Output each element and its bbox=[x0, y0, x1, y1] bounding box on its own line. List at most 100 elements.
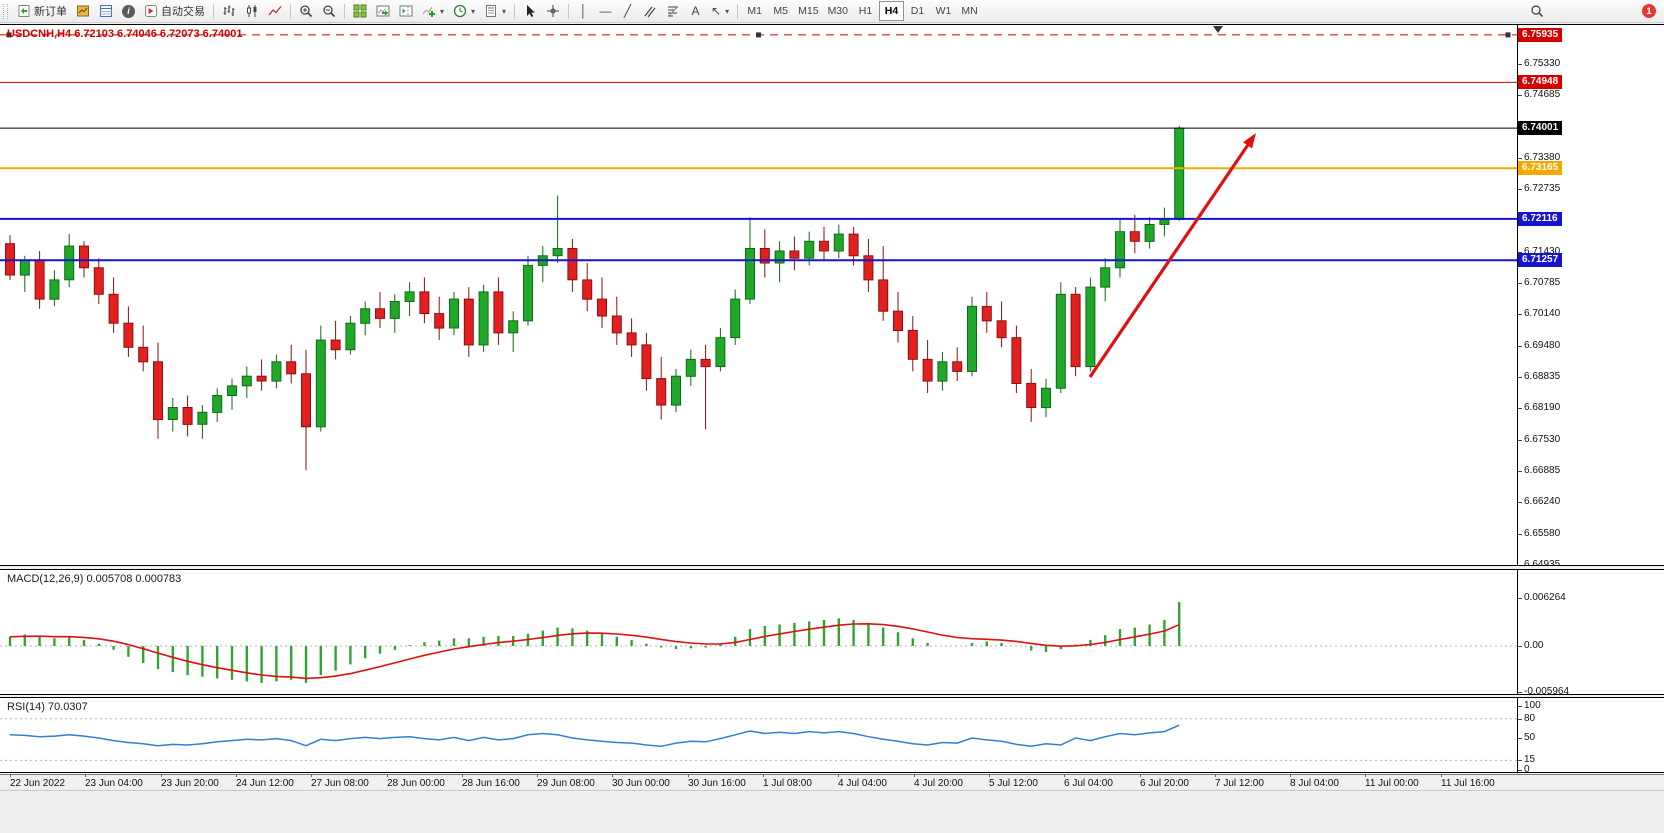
market-watch-button[interactable] bbox=[95, 1, 117, 21]
timeframe-h4-button[interactable]: H4 bbox=[879, 1, 904, 21]
toolbar-separator bbox=[737, 3, 739, 19]
candlestick-chart[interactable] bbox=[0, 25, 1517, 566]
axis-tick bbox=[1518, 760, 1522, 761]
time-axis-label: 30 Jun 00:00 bbox=[612, 774, 670, 789]
price-axis-label: 6.71430 bbox=[1524, 246, 1561, 257]
text-tool-button[interactable]: A bbox=[685, 1, 706, 21]
trendline-button[interactable]: ╱ bbox=[617, 1, 638, 21]
price-axis-label: 6.69480 bbox=[1524, 340, 1561, 351]
price-axis-label: 6.72735 bbox=[1524, 183, 1561, 194]
time-axis-label: 24 Jun 12:00 bbox=[236, 774, 294, 789]
time-axis-label: 1 Jul 08:00 bbox=[763, 774, 812, 789]
search-button[interactable] bbox=[1526, 1, 1548, 21]
chart-shift-button[interactable] bbox=[395, 1, 417, 21]
fibonacci-icon bbox=[667, 6, 679, 17]
templates-button[interactable]: ▾ bbox=[480, 1, 510, 21]
time-axis-label: 22 Jun 2022 bbox=[10, 774, 66, 789]
rsi-panel[interactable]: RSI(14) 70.0307 bbox=[0, 697, 1517, 773]
market-watch-icon bbox=[100, 5, 112, 17]
axis-tick bbox=[1518, 408, 1522, 409]
time-axis[interactable]: 22 Jun 2022 23 Jun 04:00 23 Jun 20:00 24 Ju… bbox=[0, 774, 1664, 791]
macd-chart[interactable] bbox=[0, 570, 1517, 695]
indicators-button[interactable]: ▾ bbox=[418, 1, 448, 21]
price-axis-label: 6.66240 bbox=[1524, 496, 1561, 507]
price-axis[interactable]: 6.75330 6.74685 6.73380 6.72735 6.71430 6.707… bbox=[1517, 24, 1664, 566]
time-axis-label: 6 Jul 04:00 bbox=[1064, 774, 1113, 789]
dropdown-arrow-icon: ▾ bbox=[725, 6, 730, 16]
zoom-in-button[interactable] bbox=[295, 1, 317, 21]
time-axis-label: 27 Jun 08:00 bbox=[311, 774, 369, 789]
info-button[interactable]: i bbox=[118, 1, 139, 21]
periods-button[interactable]: ▾ bbox=[449, 1, 479, 21]
toolbar-grip[interactable] bbox=[3, 3, 8, 19]
time-axis-label: 11 Jul 00:00 bbox=[1365, 774, 1419, 789]
macd-panel[interactable]: MACD(12,26,9) 0.005708 0.000783 bbox=[0, 569, 1517, 695]
timeframe-h1-button[interactable]: H1 bbox=[858, 5, 873, 17]
dropdown-arrow-icon: ▾ bbox=[440, 6, 445, 16]
channel-icon bbox=[644, 6, 656, 18]
info-icon: i bbox=[122, 4, 135, 18]
bar-chart-button[interactable] bbox=[218, 1, 240, 21]
vertical-line-button[interactable]: │ bbox=[573, 1, 594, 21]
auto-scroll-icon bbox=[376, 5, 390, 17]
arrows-tool-button[interactable]: ↖ ▾ bbox=[707, 1, 733, 21]
fibonacci-button[interactable] bbox=[662, 1, 684, 21]
price-line-label: 6.74948 bbox=[1518, 75, 1563, 89]
rsi-axis[interactable]: 100 80 50 15 0 bbox=[1517, 697, 1664, 773]
axis-tick bbox=[1518, 770, 1522, 771]
timeframe-m5-button[interactable]: M5 bbox=[773, 5, 788, 17]
notification-badge[interactable]: 1 bbox=[1642, 4, 1656, 18]
auto-scroll-button[interactable] bbox=[372, 1, 394, 21]
toolbar-separator bbox=[213, 3, 214, 19]
bottom-strip bbox=[0, 792, 1664, 833]
rsi-chart[interactable] bbox=[0, 698, 1517, 773]
candlestick-chart-icon bbox=[247, 5, 257, 17]
time-axis-label: 28 Jun 00:00 bbox=[387, 774, 445, 789]
macd-axis-label: 0.00 bbox=[1524, 640, 1544, 651]
axis-tick bbox=[1518, 471, 1522, 472]
axis-tick bbox=[1518, 565, 1522, 566]
toolbar-separator bbox=[568, 3, 570, 19]
chart-shift-icon bbox=[399, 5, 413, 17]
axis-tick bbox=[1518, 646, 1522, 647]
timeframe-w1-button[interactable]: W1 bbox=[935, 5, 952, 17]
time-axis-label: 7 Jul 12:00 bbox=[1215, 774, 1264, 789]
timeframe-m15-button[interactable]: M15 bbox=[798, 5, 819, 17]
price-axis-label: 6.68190 bbox=[1524, 402, 1561, 413]
axis-tick bbox=[1518, 64, 1522, 65]
price-line-label: 6.75935 bbox=[1518, 28, 1563, 42]
dropdown-arrow-icon: ▾ bbox=[502, 6, 507, 16]
tile-windows-button[interactable] bbox=[349, 1, 371, 21]
macd-axis-label: 0.006264 bbox=[1524, 592, 1566, 603]
toolbar-separator bbox=[344, 3, 345, 19]
horizontal-line-button[interactable]: — bbox=[595, 1, 616, 21]
macd-axis[interactable]: 0.006264 0.00 -0.005964 bbox=[1517, 569, 1664, 695]
channel-button[interactable] bbox=[639, 1, 661, 21]
line-chart-button[interactable] bbox=[264, 1, 286, 21]
timeframe-m1-button[interactable]: M1 bbox=[747, 5, 762, 17]
price-axis-label: 6.74685 bbox=[1524, 89, 1561, 100]
time-axis-label: 29 Jun 08:00 bbox=[537, 774, 595, 789]
zoom-in-icon bbox=[300, 5, 313, 18]
cursor-button[interactable] bbox=[519, 1, 541, 21]
timeframe-mn-button[interactable]: MN bbox=[961, 5, 978, 17]
candlestick-chart-button[interactable] bbox=[241, 1, 263, 21]
indicators-icon bbox=[422, 6, 435, 17]
new-order-label: 新订单 bbox=[34, 6, 67, 18]
axis-tick bbox=[1518, 598, 1522, 599]
time-axis-label: 4 Jul 20:00 bbox=[914, 774, 963, 789]
price-chart-panel[interactable]: USDCNH,H4 6.72103 6.74046 6.72073 6.7400… bbox=[0, 24, 1517, 566]
timeframe-d1-button[interactable]: D1 bbox=[910, 5, 925, 17]
timeframe-m30-button[interactable]: M30 bbox=[827, 5, 848, 17]
autotrade-button[interactable]: 自动交易 bbox=[140, 1, 209, 21]
new-order-icon bbox=[18, 5, 30, 17]
price-axis-label: 6.65580 bbox=[1524, 528, 1561, 539]
rsi-label: RSI(14) 70.0307 bbox=[7, 701, 88, 713]
axis-tick bbox=[1518, 738, 1522, 739]
zoom-out-button[interactable] bbox=[318, 1, 340, 21]
toolbar: 新订单 i 自动交易 bbox=[0, 0, 1664, 23]
new-order-button[interactable]: 新订单 bbox=[13, 1, 71, 21]
crosshair-button[interactable] bbox=[542, 1, 564, 21]
dropdown-arrow-icon: ▾ bbox=[471, 6, 476, 16]
new-chart-button[interactable] bbox=[72, 1, 94, 21]
